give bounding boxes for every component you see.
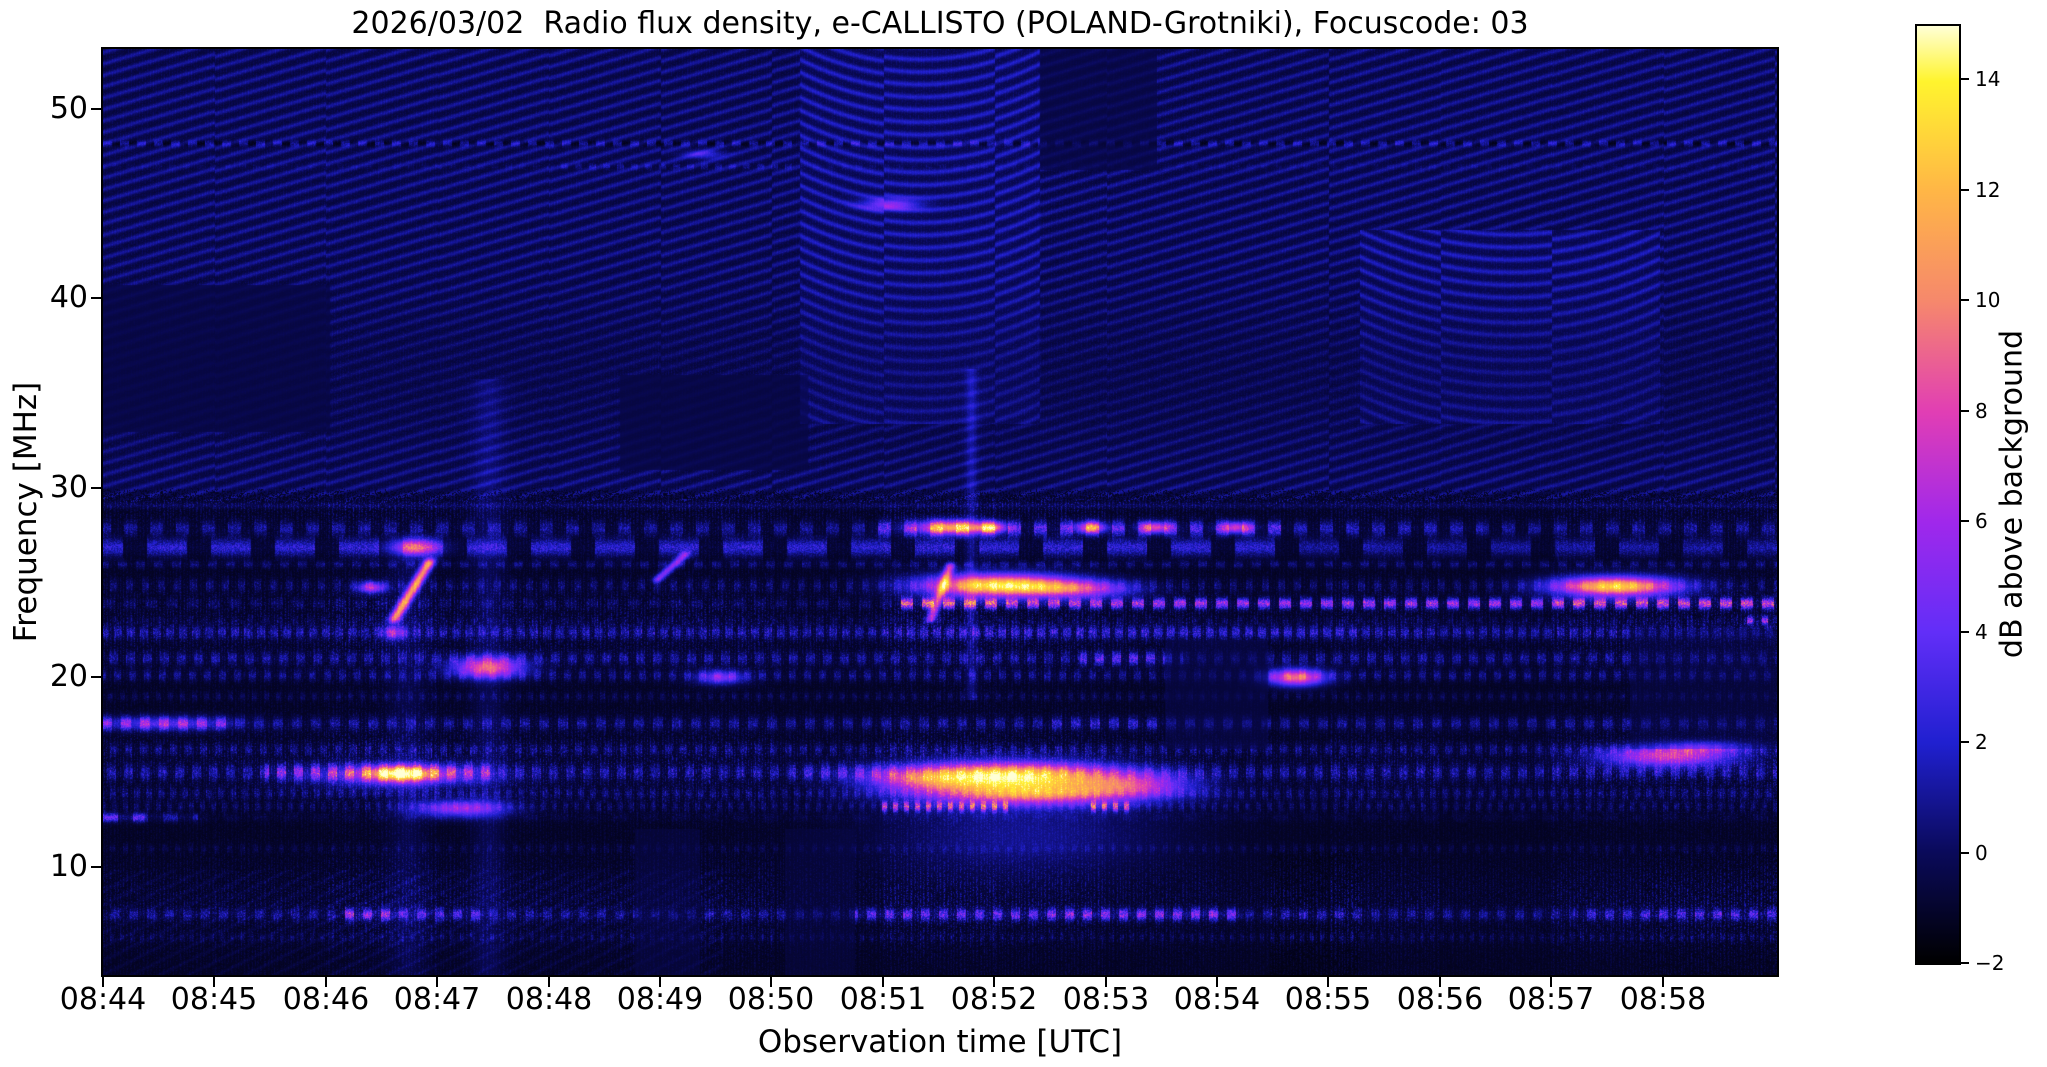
x-tick-mark [993,977,995,987]
y-tick-label: 10 [49,849,88,884]
colorbar-tick-mark [1961,410,1969,412]
colorbar-tick-mark [1961,852,1969,854]
colorbar-tick-mark [1961,741,1969,743]
colorbar-tick-mark [1961,78,1969,80]
x-tick-label: 08:57 [1507,982,1595,1017]
colorbar-tick-label: 0 [1975,841,1988,865]
spectrogram-canvas [103,49,1777,975]
y-tick-mark [91,297,101,299]
x-tick-mark [548,977,550,987]
x-tick-mark [1327,977,1329,987]
x-tick-mark [1105,977,1107,987]
x-tick-label: 08:46 [282,982,370,1017]
x-tick-mark [1439,977,1441,987]
colorbar-tick-label: 2 [1975,730,1988,754]
x-tick-label: 08:56 [1396,982,1484,1017]
y-tick-mark [91,108,101,110]
colorbar-label: dB above background [1994,329,2030,659]
x-tick-mark [1662,977,1664,987]
colorbar-tick-label: 6 [1975,509,1988,533]
colorbar-tick-label: 14 [1975,67,2001,91]
x-tick-label: 08:53 [1062,982,1150,1017]
colorbar-tick-label: 10 [1975,288,2001,312]
x-tick-label: 08:58 [1619,982,1707,1017]
page-title: 2026/03/02 Radio flux density, e-CALLIST… [351,6,1529,41]
x-tick-mark [770,977,772,987]
x-tick-label: 08:49 [616,982,704,1017]
x-tick-label: 08:52 [950,982,1038,1017]
x-tick-mark [659,977,661,987]
y-tick-label: 40 [49,280,88,315]
x-tick-mark [1550,977,1552,987]
y-tick-label: 50 [49,91,88,126]
colorbar-tick-mark [1961,631,1969,633]
colorbar-tick-mark [1961,962,1969,964]
colorbar-tick-mark [1961,189,1969,191]
colorbar-tick-label: −2 [1975,951,2005,975]
colorbar-tick-label: 8 [1975,399,1988,423]
y-tick-mark [91,866,101,868]
colorbar-tick-label: 4 [1975,620,1988,644]
x-tick-mark [436,977,438,987]
x-tick-label: 08:51 [839,982,927,1017]
plot-area-frame [101,47,1779,977]
colorbar-tick-label: 12 [1975,178,2001,202]
y-axis-label: Frequency [MHz] [8,381,44,643]
x-tick-mark [1216,977,1218,987]
y-tick-mark [91,676,101,678]
colorbar-tick-mark [1961,299,1969,301]
y-tick-label: 30 [49,470,88,505]
x-axis-label: Observation time [UTC] [757,1024,1123,1060]
x-tick-label: 08:50 [727,982,815,1017]
x-tick-label: 08:45 [170,982,258,1017]
colorbar [1915,24,1961,965]
x-tick-mark [325,977,327,987]
colorbar-gradient [1917,26,1959,963]
x-tick-label: 08:44 [59,982,147,1017]
x-tick-mark [102,977,104,987]
x-tick-mark [882,977,884,987]
x-tick-label: 08:48 [505,982,593,1017]
x-tick-label: 08:54 [1173,982,1261,1017]
x-tick-label: 08:55 [1284,982,1372,1017]
x-tick-label: 08:47 [393,982,481,1017]
x-tick-mark [213,977,215,987]
y-tick-label: 20 [49,659,88,694]
y-tick-mark [91,487,101,489]
colorbar-tick-mark [1961,520,1969,522]
